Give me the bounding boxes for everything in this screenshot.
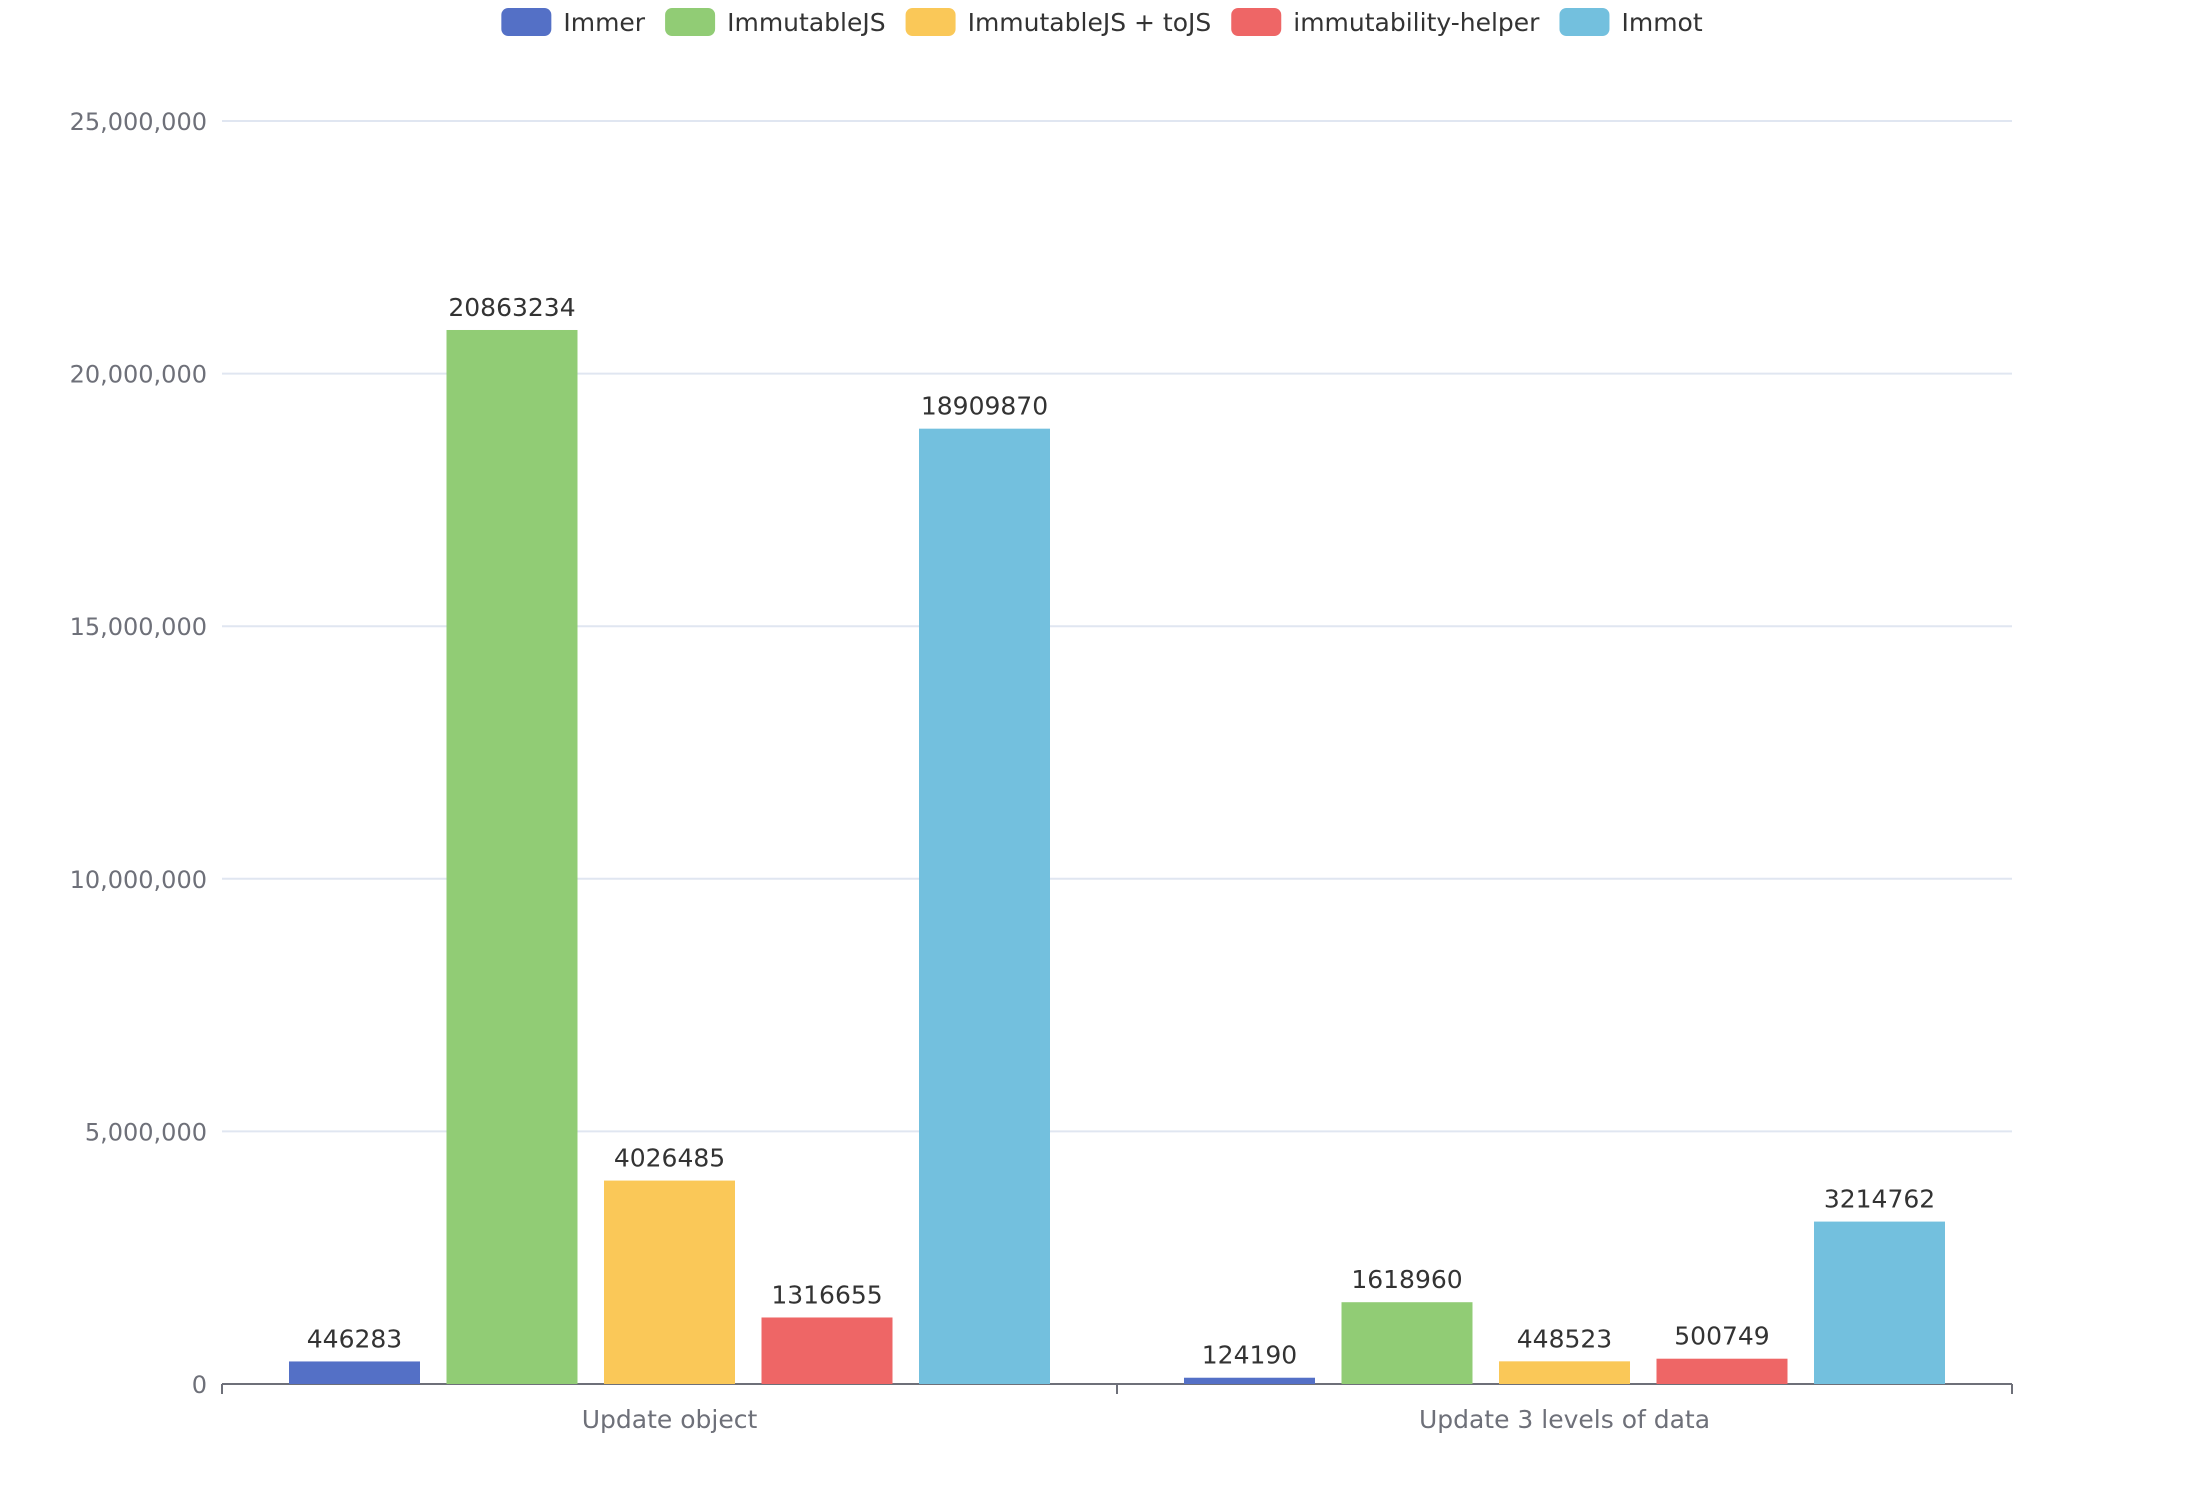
bar-value-label: 448523: [1517, 1324, 1612, 1353]
y-tick-label: 0: [192, 1371, 207, 1399]
y-tick-label: 25,000,000: [70, 108, 207, 136]
bar-value-label: 3214762: [1824, 1185, 1935, 1214]
bar-immutablejs[interactable]: [1341, 1302, 1473, 1384]
bar-value-label: 446283: [307, 1324, 402, 1353]
legend-label: ImmutableJS: [727, 8, 885, 37]
bar-immot[interactable]: [919, 428, 1050, 1385]
legend: Immer ImmutableJS ImmutableJS + toJS immuta…: [501, 8, 1703, 37]
bar-value-label: 1316655: [771, 1280, 882, 1309]
bar-immutablejs-tojs[interactable]: [1499, 1361, 1630, 1384]
bar-value-label: 18909870: [921, 392, 1048, 421]
bar-immutablejs-tojs[interactable]: [604, 1180, 735, 1384]
bars: [289, 329, 1945, 1385]
y-tick-label: 15,000,000: [70, 613, 207, 641]
legend-swatch[interactable]: [905, 8, 956, 36]
y-tick-label: 5,000,000: [85, 1118, 207, 1146]
legend-swatch[interactable]: [1231, 8, 1282, 36]
legend-swatch[interactable]: [665, 8, 716, 36]
x-category-label: Update object: [582, 1405, 758, 1434]
bar-immer[interactable]: [289, 1361, 420, 1384]
legend-label: immutability-helper: [1293, 8, 1540, 37]
bar-immot[interactable]: [1814, 1221, 1945, 1384]
bar-value-label: 124190: [1202, 1341, 1297, 1370]
bar-value-label: 20863234: [448, 293, 575, 322]
legend-swatch[interactable]: [501, 8, 552, 36]
y-tick-label: 20,000,000: [70, 361, 207, 389]
bar-immer[interactable]: [1184, 1377, 1315, 1384]
bar-immutability-helper[interactable]: [1656, 1358, 1788, 1384]
data-labels: 446283 20863234 4026485 1316655 18909870 1241…: [307, 293, 1935, 1370]
bar-value-label: 1618960: [1351, 1265, 1462, 1294]
x-category-label: Update 3 levels of data: [1419, 1405, 1710, 1434]
bar-value-label: 4026485: [614, 1144, 725, 1173]
bar-value-label: 500749: [1674, 1322, 1769, 1351]
bar-immutability-helper[interactable]: [761, 1317, 893, 1384]
legend-swatch[interactable]: [1559, 8, 1610, 36]
legend-label: Immer: [563, 8, 645, 37]
legend-label: ImmutableJS + toJS: [968, 8, 1212, 37]
bar-immutablejs[interactable]: [446, 329, 578, 1385]
legend-label: Immot: [1621, 8, 1702, 37]
y-tick-label: 10,000,000: [70, 866, 207, 894]
